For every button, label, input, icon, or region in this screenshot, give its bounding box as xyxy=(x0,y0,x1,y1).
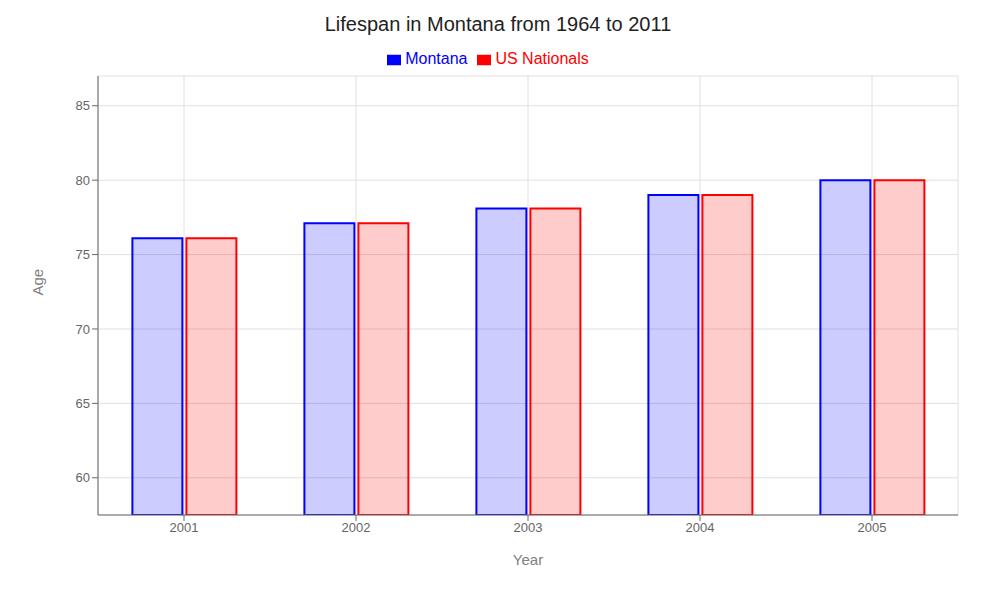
svg-text:75: 75 xyxy=(76,247,90,262)
html-text:Montana: Montana xyxy=(405,50,468,67)
svg-text:2004: 2004 xyxy=(686,520,715,535)
svg-text:70: 70 xyxy=(76,322,90,337)
svg-text:85: 85 xyxy=(76,98,90,113)
svg-text:Age: Age xyxy=(29,269,46,296)
svg-text:Year: Year xyxy=(513,551,543,568)
svg-text:60: 60 xyxy=(76,470,90,485)
svg-text:2005: 2005 xyxy=(858,520,887,535)
svg-text:65: 65 xyxy=(76,396,90,411)
svg-text:2002: 2002 xyxy=(342,520,371,535)
svg-text:80: 80 xyxy=(76,173,90,188)
html-text:Lifespan in Montana from 1964: Lifespan in Montana from 1964 to 2011 xyxy=(324,13,672,35)
html-text:US Nationals: US Nationals xyxy=(495,50,589,67)
svg-text:2003: 2003 xyxy=(514,520,543,535)
svg-text:2001: 2001 xyxy=(170,520,199,535)
